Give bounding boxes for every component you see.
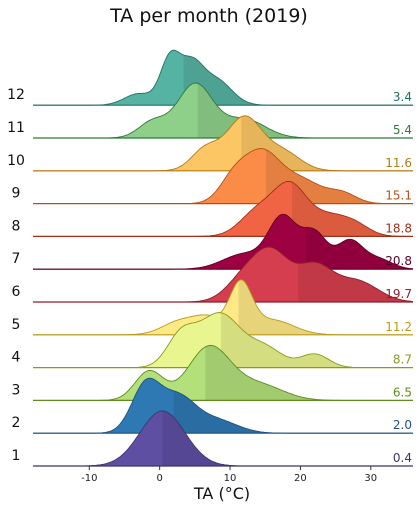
x-tick-label: 30 [364,473,377,484]
mean-label-month-9: 15.1 [385,189,412,203]
x-tick-label: 20 [294,473,307,484]
ridge-area-month-8 [33,181,413,237]
month-label-10: 10 [7,153,25,169]
month-label-7: 7 [12,251,21,267]
ridge-month-3: 3 6.5 [12,344,413,401]
ridge-upper-half-month-10 [241,115,413,171]
ridge-upper-half-month-8 [291,182,407,237]
ridge-month-7: 7 20.8 [12,213,414,270]
chart-title: TA per month (2019) [109,5,308,27]
ridge-area-month-10 [33,115,413,171]
ridge-upper-half-month-6 [298,261,413,302]
ridge-area-month-11 [33,83,413,138]
ridge-area-month-4 [33,312,413,368]
mean-label-month-8: 18.8 [385,221,412,235]
ridge-month-9: 9 15.1 [12,148,413,205]
mean-label-month-6: 19.7 [385,287,412,301]
x-axis: -10 0 10 20 30 [81,466,377,484]
ridge-upper-half-month-9 [265,149,413,204]
mean-label-month-10: 11.6 [385,156,412,170]
ridge-area-month-1 [33,411,413,466]
mean-label-month-3: 6.5 [393,385,412,399]
x-tick-label: 10 [224,473,237,484]
month-label-1: 1 [12,448,21,464]
month-label-8: 8 [12,218,21,234]
mean-label-month-1: 0.4 [393,451,412,465]
ridge-upper-half-month-12 [183,55,413,106]
ridges-group: 12 3.411 5.410 11.69 15.18 18.87 20.86 19.75 11.… [7,49,414,467]
ridge-area-month-3 [33,345,413,401]
x-tick-label: -10 [81,473,97,484]
ridge-month-10: 10 11.6 [7,115,413,172]
ridge-month-8: 8 18.8 [12,180,413,237]
ridge-upper-half-month-5 [238,279,344,335]
mean-label-month-5: 11.2 [385,320,412,334]
month-label-5: 5 [12,317,21,333]
mean-label-month-11: 5.4 [393,123,412,137]
ridge-upper-half-month-1 [162,411,413,466]
ridge-upper-half-month-2 [173,390,413,434]
mean-label-month-7: 20.8 [385,254,412,268]
ridge-upper-half-month-7 [306,227,413,270]
month-label-9: 9 [12,186,21,202]
month-label-2: 2 [12,415,21,431]
ridge-month-4: 4 8.7 [12,312,413,369]
ridge-upper-half-month-3 [205,345,343,401]
month-label-11: 11 [7,120,25,136]
month-label-4: 4 [12,350,21,366]
x-axis-label: TA (°C) [193,484,250,503]
mean-label-month-12: 3.4 [393,90,412,104]
ridge-month-2: 2 2.0 [12,377,413,434]
x-tick-label: 0 [156,473,162,484]
ridge-area-month-12 [33,50,413,106]
ridge-month-6: 6 19.7 [12,246,414,303]
ridge-area-month-9 [33,148,413,204]
ridge-area-month-7 [33,214,413,270]
ridge-upper-half-month-4 [220,312,413,368]
mean-label-month-2: 2.0 [393,418,412,432]
ridge-area-month-2 [33,378,413,434]
month-label-3: 3 [12,382,21,398]
month-label-6: 6 [12,284,21,300]
mean-label-month-4: 8.7 [393,353,412,367]
ridge-area-month-6 [33,247,413,302]
ridge-month-1: 1 0.4 [12,410,413,467]
month-label-12: 12 [7,87,25,103]
